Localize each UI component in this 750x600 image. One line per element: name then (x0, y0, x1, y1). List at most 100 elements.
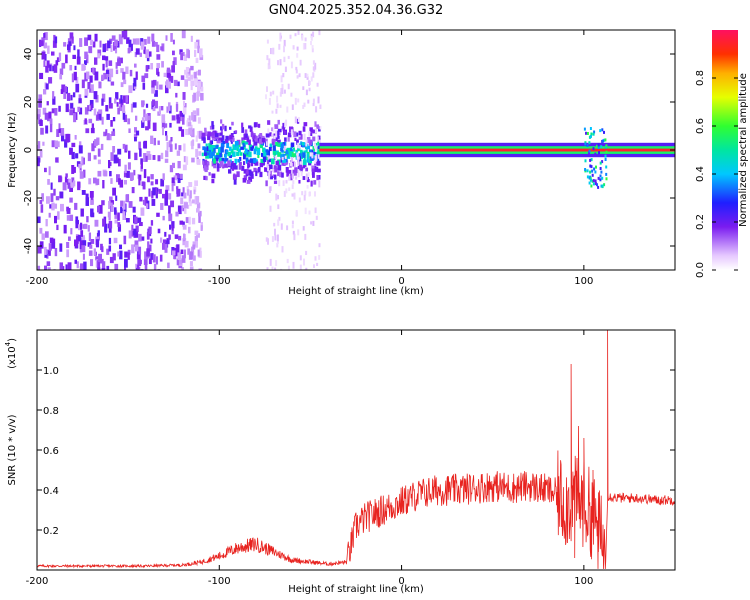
heatmap-cell (59, 74, 63, 80)
heatmap-cell (316, 136, 319, 142)
heatmap-cell (175, 173, 180, 180)
heatmap-cell (115, 69, 119, 75)
heatmap-cell (115, 92, 119, 100)
heatmap-cell (120, 206, 123, 214)
heatmap-cell (181, 112, 185, 119)
x-tick-label: -100 (208, 576, 231, 587)
heatmap-cell (58, 123, 61, 133)
snr-scale-label: (x104) (4, 338, 18, 369)
heatmap-cell (145, 155, 148, 162)
heatmap-cell (312, 220, 315, 226)
heatmap-cell (186, 189, 190, 196)
heatmap-cell (48, 77, 53, 84)
heatmap-cell (52, 91, 55, 99)
heatmap-cell (274, 174, 277, 180)
heatmap-cell (165, 131, 168, 136)
heatmap-cell (243, 133, 246, 140)
heatmap-cell (211, 133, 215, 139)
heatmap-cell (603, 130, 605, 134)
heatmap-cell (82, 253, 85, 260)
heatmap-cell (132, 38, 137, 45)
heatmap-cell (204, 127, 207, 132)
heatmap-cell (74, 135, 77, 140)
heatmap-cell (226, 142, 230, 149)
heatmap-cell (140, 158, 143, 165)
heatmap-cell (290, 61, 293, 69)
heatmap-cell (215, 154, 220, 160)
heatmap-cell (276, 240, 279, 244)
heatmap-cell (227, 160, 231, 167)
heatmap-cell (274, 155, 277, 160)
heatmap-cell (291, 173, 294, 179)
heatmap-cell (123, 79, 127, 85)
heatmap-cell (112, 146, 116, 153)
heatmap-cell (101, 93, 106, 102)
heatmap-cell (157, 71, 160, 77)
heatmap-cell (166, 67, 171, 73)
heatmap-cell (283, 130, 287, 134)
heatmap-cell (228, 169, 232, 174)
heatmap-cell (97, 53, 101, 59)
heatmap-cell (229, 134, 233, 140)
heatmap-cell (281, 87, 284, 95)
heatmap-cell (144, 113, 148, 121)
heatmap-cell (214, 155, 217, 162)
y-tick-label: 1.0 (43, 366, 59, 377)
heatmap-cell (128, 150, 131, 159)
heatmap-cell (124, 251, 128, 258)
heatmap-cell (181, 255, 186, 263)
heatmap-cell (279, 32, 282, 39)
heatmap-cell (280, 268, 283, 270)
heatmap-cell (182, 164, 187, 171)
heatmap-cell (185, 129, 189, 136)
heatmap-cell (84, 118, 87, 125)
heatmap-cell (152, 187, 156, 196)
heatmap-cell (297, 30, 300, 35)
heatmap-cell (127, 162, 131, 170)
heatmap-cell (59, 191, 64, 199)
heatmap-cell (145, 103, 149, 108)
heatmap-cell (126, 37, 130, 44)
heatmap-cell (291, 193, 294, 197)
heatmap-cell (196, 202, 201, 209)
heatmap-cell (134, 216, 138, 223)
heatmap-cell (97, 205, 100, 213)
heatmap-cell (257, 123, 261, 128)
heatmap-cell (183, 143, 186, 152)
heatmap-cell (150, 63, 154, 70)
heatmap-cell (220, 160, 224, 167)
heatmap-cell (176, 114, 180, 120)
heatmap-cell (160, 46, 164, 51)
heatmap-cell (195, 196, 200, 205)
heatmap-cell (220, 119, 223, 124)
heatmap-cell (79, 38, 83, 47)
heatmap-cell (114, 39, 118, 47)
heatmap-cell (113, 154, 118, 164)
heatmap-cell (97, 49, 102, 56)
heatmap-cell (45, 231, 49, 238)
heatmap-cell (319, 139, 321, 143)
heatmap-cell (271, 139, 275, 146)
heatmap-cell (291, 157, 294, 162)
heatmap-cell (314, 166, 319, 173)
heatmap-cell (122, 111, 126, 120)
heatmap-cell (175, 92, 178, 98)
heatmap-cell (271, 158, 275, 165)
heatmap-cell (122, 143, 126, 149)
heatmap-cell (245, 173, 249, 177)
heatmap-cell (54, 36, 58, 44)
heatmap-cell (158, 106, 162, 114)
heatmap-cell (231, 167, 235, 171)
heatmap-cell (88, 118, 93, 124)
heatmap-cell (182, 92, 186, 100)
heatmap-cell (78, 224, 81, 231)
heatmap-cell (46, 101, 49, 106)
heatmap-cell (135, 263, 138, 270)
heatmap-cell (278, 216, 281, 221)
heatmap-cell (164, 123, 168, 128)
heatmap-cell (266, 159, 270, 165)
heatmap-cell (174, 250, 178, 257)
heatmap-cell (37, 216, 41, 224)
heatmap-cell (281, 246, 284, 253)
